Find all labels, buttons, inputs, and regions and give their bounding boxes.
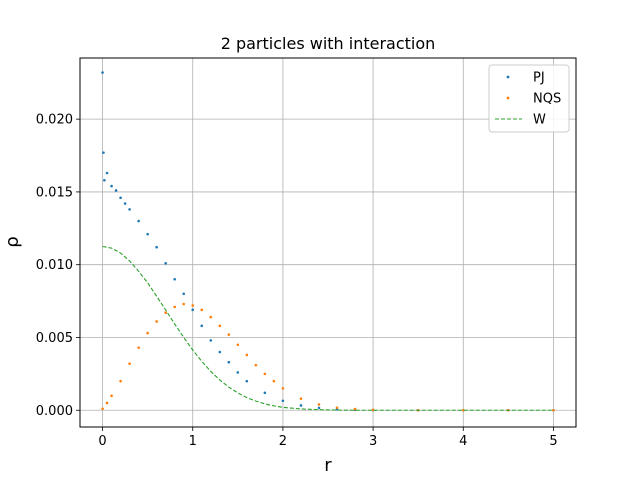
- point-nqs: [164, 311, 167, 315]
- point-nqs: [552, 408, 555, 412]
- point-pj: [263, 391, 267, 395]
- point-nqs: [173, 305, 176, 309]
- point-pj: [128, 208, 131, 211]
- point-pj: [191, 308, 195, 312]
- point-nqs: [101, 407, 104, 411]
- point-nqs: [272, 379, 276, 383]
- x-tick-label: 1: [189, 434, 197, 449]
- point-nqs: [110, 394, 113, 398]
- legend-label-pj: PJ: [533, 71, 545, 86]
- point-pj: [119, 196, 122, 200]
- point-nqs: [119, 379, 122, 383]
- point-nqs: [137, 346, 140, 349]
- x-tick-label: 0: [98, 434, 106, 449]
- legend-marker-nqs: [506, 96, 510, 100]
- x-tick-label: 5: [549, 434, 557, 449]
- point-nqs: [218, 324, 222, 328]
- legend-label-nqs: NQS: [533, 92, 561, 107]
- point-pj: [164, 261, 167, 265]
- point-pj: [105, 171, 109, 175]
- legend-label-w: W: [533, 113, 546, 128]
- legend-box: [488, 64, 570, 133]
- y-tick-label: 0.020: [36, 113, 73, 128]
- y-tick-label: 0.005: [36, 331, 73, 346]
- series-line-w: [102, 245, 554, 411]
- point-nqs: [245, 353, 249, 357]
- chart-title: 2 particles with interaction: [221, 34, 436, 53]
- point-nqs: [191, 304, 195, 307]
- point-nqs: [146, 331, 149, 335]
- point-nqs: [353, 407, 357, 411]
- plot-frame: [79, 57, 577, 428]
- y-axis-label: ρ: [2, 236, 23, 247]
- point-nqs: [182, 302, 186, 306]
- point-pj: [281, 399, 285, 403]
- point-nqs: [200, 308, 204, 312]
- x-axis-label: r: [324, 455, 332, 476]
- point-pj: [209, 339, 213, 342]
- point-pj: [236, 371, 240, 374]
- point-nqs: [371, 408, 375, 412]
- x-tick-label: 2: [279, 434, 287, 449]
- y-tick-label: 0.010: [36, 258, 73, 273]
- point-pj: [110, 184, 113, 188]
- point-pj: [146, 232, 149, 236]
- legend-item-nqs: NQS: [506, 92, 561, 107]
- point-nqs: [105, 401, 109, 405]
- legend-item-w: W: [495, 113, 546, 128]
- point-nqs: [461, 408, 465, 412]
- point-pj: [182, 292, 186, 296]
- point-pj: [102, 151, 105, 154]
- point-pj: [245, 379, 249, 383]
- point-nqs: [227, 333, 231, 336]
- x-tick-label: 4: [459, 434, 467, 449]
- point-nqs: [281, 387, 285, 390]
- point-pj: [317, 406, 321, 410]
- point-nqs: [263, 372, 267, 376]
- x-tick-label: 3: [369, 434, 377, 449]
- legend: PJ NQS W: [488, 64, 570, 133]
- point-pj: [299, 404, 303, 407]
- point-nqs: [236, 343, 240, 347]
- point-pj: [200, 324, 204, 328]
- point-pj: [227, 360, 231, 364]
- point-nqs: [209, 315, 213, 319]
- point-pj: [155, 245, 158, 249]
- point-pj: [218, 350, 222, 354]
- point-pj: [173, 277, 176, 281]
- point-nqs: [254, 363, 258, 367]
- series-pj: [101, 71, 555, 412]
- legend-marker-pj: [506, 75, 510, 79]
- point-nqs: [299, 397, 303, 400]
- ticks: 0 1 2 3 4 5 0.000 0.005 0.010 0.015 0.020: [36, 113, 558, 449]
- point-nqs: [128, 362, 131, 365]
- point-pj: [114, 189, 118, 192]
- series-w: [102, 245, 554, 411]
- series-layer: [101, 71, 555, 412]
- point-pj: [101, 71, 104, 74]
- y-tick-label: 0.000: [36, 404, 73, 419]
- legend-item-pj: PJ: [506, 71, 545, 86]
- point-pj: [123, 202, 127, 205]
- point-nqs: [317, 403, 321, 406]
- y-tick-label: 0.015: [36, 185, 73, 200]
- point-pj: [103, 178, 106, 182]
- point-nqs: [155, 320, 158, 323]
- point-nqs: [335, 406, 339, 409]
- series-nqs: [101, 302, 555, 412]
- point-pj: [137, 219, 140, 223]
